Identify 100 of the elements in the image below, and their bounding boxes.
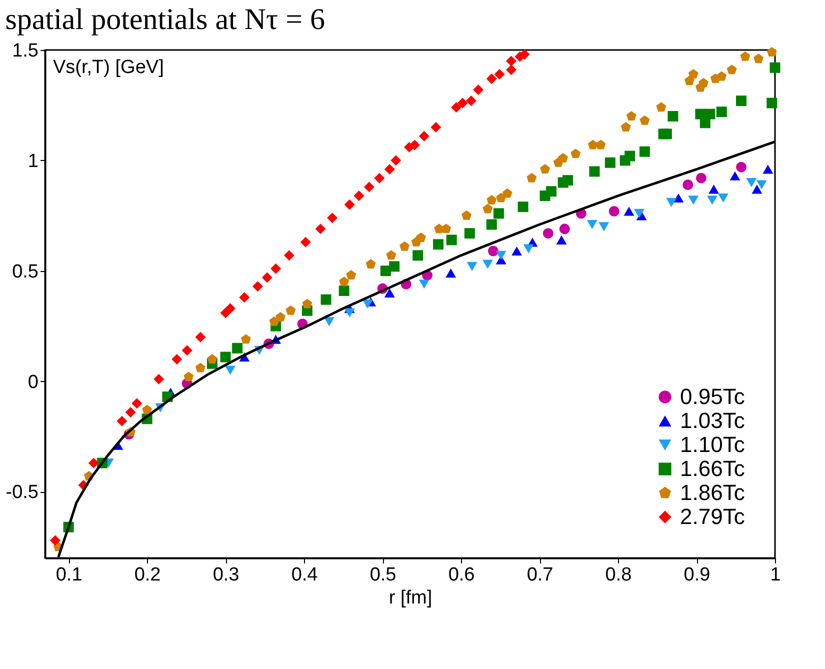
- point: [366, 259, 376, 268]
- point: [482, 260, 493, 269]
- point: [608, 206, 620, 216]
- point: [384, 164, 395, 175]
- point: [518, 202, 528, 212]
- point: [154, 374, 164, 384]
- point: [466, 96, 476, 106]
- point: [362, 299, 373, 309]
- point: [386, 250, 396, 260]
- point: [668, 111, 678, 122]
- x-tick-label: 0.3: [212, 564, 240, 586]
- point: [502, 188, 512, 198]
- point: [327, 212, 338, 224]
- point: [116, 416, 128, 426]
- point: [494, 69, 505, 80]
- point: [315, 224, 326, 234]
- point: [506, 64, 516, 76]
- point: [232, 342, 243, 354]
- legend-label: 1.86Tc: [680, 480, 745, 505]
- point: [482, 204, 493, 214]
- x-tick-label: 0.9: [684, 564, 710, 586]
- point: [239, 292, 250, 303]
- x-tick-label: 0.1: [56, 564, 82, 586]
- point: [726, 64, 737, 74]
- y-tick-label: -0.5: [6, 482, 38, 504]
- point: [620, 122, 631, 132]
- x-tick-label: 0.8: [605, 564, 632, 586]
- legend-label: 2.79Tc: [680, 504, 745, 529]
- point: [446, 234, 457, 246]
- y-axis-title: Vs(r,T) [GeV]: [53, 57, 164, 78]
- point: [400, 241, 410, 251]
- point: [540, 164, 550, 174]
- point: [441, 224, 452, 234]
- point: [418, 130, 430, 142]
- point: [374, 172, 385, 184]
- point: [688, 69, 698, 79]
- point: [50, 535, 60, 546]
- point: [634, 208, 644, 218]
- point: [339, 276, 350, 286]
- point: [488, 246, 498, 256]
- point: [673, 193, 684, 203]
- point: [132, 398, 142, 409]
- point: [493, 208, 504, 219]
- point: [451, 102, 462, 113]
- legend-label: 1.10Tc: [680, 432, 745, 457]
- point: [604, 157, 616, 168]
- point: [542, 228, 554, 239]
- point: [688, 196, 699, 205]
- point: [559, 224, 570, 234]
- point: [626, 111, 636, 121]
- point: [666, 198, 677, 207]
- legend-label: 0.95Tc: [680, 384, 745, 409]
- x-tick-label: 1: [770, 564, 781, 586]
- point: [762, 164, 774, 174]
- point: [546, 186, 557, 197]
- point: [704, 108, 716, 120]
- point: [354, 190, 364, 202]
- point: [486, 194, 497, 204]
- point: [588, 140, 598, 150]
- point: [486, 73, 497, 84]
- point: [284, 250, 294, 261]
- point: [512, 246, 522, 256]
- point: [766, 46, 777, 56]
- point: [462, 210, 472, 220]
- point: [624, 150, 636, 162]
- point: [338, 286, 350, 296]
- point: [418, 280, 430, 289]
- point: [496, 192, 506, 202]
- y-tick-label: 1.5: [12, 40, 38, 62]
- point: [430, 122, 442, 133]
- point: [195, 332, 206, 342]
- point: [302, 298, 312, 308]
- point: [384, 288, 395, 298]
- point: [262, 272, 272, 283]
- point: [640, 115, 650, 125]
- point: [320, 294, 332, 305]
- point: [523, 244, 534, 254]
- point: [496, 250, 506, 260]
- y-tick-label: 0.5: [12, 261, 38, 282]
- point: [346, 270, 356, 280]
- point: [656, 102, 666, 112]
- point: [526, 172, 537, 182]
- point: [225, 366, 236, 375]
- point: [473, 84, 484, 95]
- point: [596, 140, 606, 150]
- point: [184, 372, 194, 382]
- point: [746, 178, 757, 188]
- point: [275, 312, 286, 322]
- point: [736, 162, 746, 172]
- x-axis-title: r [fm]: [388, 588, 432, 608]
- point: [570, 148, 581, 158]
- point: [506, 56, 516, 66]
- point: [409, 140, 420, 150]
- point: [661, 128, 672, 140]
- point: [639, 146, 650, 157]
- point: [195, 362, 206, 372]
- point: [286, 305, 296, 315]
- point: [752, 184, 762, 194]
- point: [464, 228, 475, 239]
- point: [698, 78, 709, 88]
